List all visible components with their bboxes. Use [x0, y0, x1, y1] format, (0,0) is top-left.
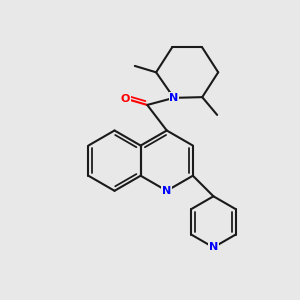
Text: N: N [162, 186, 171, 196]
Text: N: N [169, 93, 178, 103]
Text: N: N [209, 242, 218, 252]
Text: O: O [121, 94, 130, 103]
